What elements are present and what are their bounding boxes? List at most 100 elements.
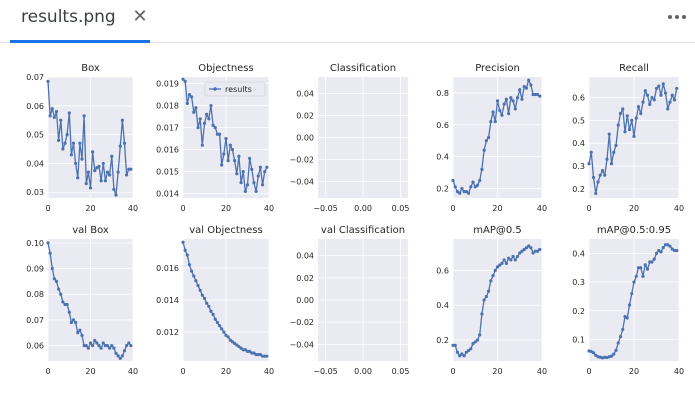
data-point xyxy=(46,79,50,83)
x-tick-label: −0.05 xyxy=(313,367,338,376)
data-point xyxy=(507,112,511,116)
data-point xyxy=(71,318,76,322)
data-point xyxy=(211,312,215,317)
x-tick-label: 40 xyxy=(264,367,274,376)
legend-marker xyxy=(213,87,217,91)
series-line xyxy=(47,242,132,360)
data-point xyxy=(487,135,491,140)
y-tick-label: 0.06 xyxy=(26,102,44,111)
data-point xyxy=(209,104,213,108)
data-point xyxy=(527,78,531,82)
data-point xyxy=(668,100,672,104)
data-point xyxy=(509,258,513,262)
data-point xyxy=(226,159,230,163)
data-point xyxy=(672,98,677,102)
data-point xyxy=(493,268,497,272)
data-point xyxy=(125,173,129,177)
data-point xyxy=(258,165,262,169)
x-tick-label: 40 xyxy=(537,204,547,213)
data-point xyxy=(101,161,105,166)
legend-label: results xyxy=(225,85,252,94)
data-point xyxy=(65,302,69,307)
x-tick-label: 40 xyxy=(128,204,138,213)
x-tick-label: 0 xyxy=(45,367,50,376)
y-tick-label: 0.02 xyxy=(296,274,314,283)
data-point xyxy=(632,134,636,138)
data-point xyxy=(263,170,267,174)
data-point xyxy=(213,317,217,321)
data-point xyxy=(88,341,93,345)
data-point xyxy=(630,291,634,296)
data-point xyxy=(527,244,531,248)
data-point xyxy=(91,343,95,348)
y-tick-label: 0.017 xyxy=(156,124,179,133)
data-point xyxy=(207,117,211,121)
data-point xyxy=(76,176,80,180)
data-point xyxy=(101,341,105,345)
data-point xyxy=(61,147,65,151)
data-point xyxy=(82,114,86,118)
data-point xyxy=(621,327,625,332)
data-point xyxy=(495,99,500,103)
data-point xyxy=(475,338,480,342)
data-point xyxy=(661,246,665,250)
data-point xyxy=(643,263,647,267)
y-tick-label: −0.04 xyxy=(289,178,314,187)
data-point xyxy=(591,351,596,355)
data-point xyxy=(57,138,61,142)
data-point xyxy=(612,352,616,356)
chart-title: Objectness xyxy=(198,63,253,74)
data-point xyxy=(190,95,194,99)
data-point xyxy=(533,92,537,97)
y-tick-label: −0.02 xyxy=(289,318,314,327)
data-point xyxy=(627,127,632,132)
data-point xyxy=(498,108,502,113)
data-point xyxy=(659,93,663,97)
data-point xyxy=(630,118,634,122)
data-point xyxy=(50,266,54,271)
top-bar: results.png ✕ xyxy=(0,0,695,43)
data-point xyxy=(118,144,122,148)
x-tick-label: 0 xyxy=(586,367,591,376)
file-tab[interactable]: results.png ✕ xyxy=(10,0,150,43)
data-point xyxy=(612,150,616,154)
data-point xyxy=(616,341,620,345)
data-point xyxy=(97,164,101,168)
chart-title: Precision xyxy=(475,63,520,74)
data-point xyxy=(504,261,508,265)
data-point xyxy=(507,256,511,260)
data-point xyxy=(78,328,82,332)
data-point xyxy=(220,163,224,167)
data-point xyxy=(489,119,493,124)
data-point xyxy=(129,167,133,171)
data-point xyxy=(668,244,672,248)
chart-8: val Classification −0.05 0.00 0.05 −0.04 −0.0… xyxy=(289,225,409,376)
data-point xyxy=(105,343,110,348)
data-point xyxy=(531,251,535,255)
chart-3: Classification −0.05 0.00 0.05 −0.04 −0.02 0.0… xyxy=(289,63,409,213)
x-tick-label: 40 xyxy=(674,367,684,376)
data-point xyxy=(453,185,457,189)
data-point xyxy=(663,243,668,247)
data-point xyxy=(217,324,222,328)
chart-title: Classification xyxy=(330,63,396,74)
data-point xyxy=(76,331,80,335)
chart-title: mAP@0.5 xyxy=(473,225,522,236)
data-point xyxy=(187,263,192,267)
close-icon[interactable]: ✕ xyxy=(132,6,148,27)
data-point xyxy=(460,352,464,356)
y-tick-label: 0.6 xyxy=(436,266,449,275)
data-point xyxy=(522,84,526,89)
x-tick-label: 0 xyxy=(586,204,591,213)
data-point xyxy=(493,119,497,124)
x-tick-label: −0.05 xyxy=(313,204,338,213)
y-tick-label: 0.1 xyxy=(572,335,585,344)
data-point xyxy=(217,132,222,136)
data-point xyxy=(469,347,473,351)
series-line xyxy=(588,83,678,194)
more-vert-icon[interactable] xyxy=(668,8,690,26)
data-point xyxy=(74,161,78,166)
data-point xyxy=(466,348,471,353)
y-tick-label: 0.04 xyxy=(296,90,314,99)
chart-9: mAP@0.5 0 20 40 0.2 0.4 0.6 xyxy=(436,225,547,376)
